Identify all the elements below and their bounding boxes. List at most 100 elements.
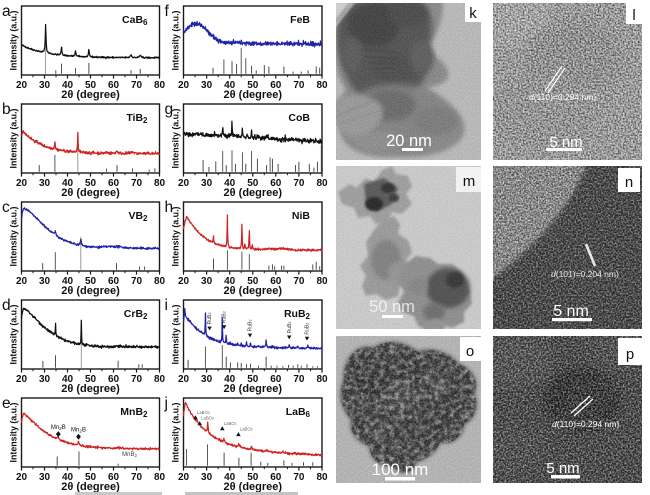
svg-text:d(110)=0.294 nm): d(110)=0.294 nm) [552, 419, 619, 429]
svg-text:MnB2: MnB2 [122, 452, 137, 458]
svg-text:2θ (degree): 2θ (degree) [61, 481, 120, 493]
svg-text:h: h [165, 199, 174, 216]
svg-text:50: 50 [85, 472, 97, 483]
svg-text:60: 60 [270, 374, 282, 385]
svg-text:LaBO3: LaBO3 [201, 416, 214, 421]
svg-text:f: f [165, 3, 170, 20]
svg-text:70: 70 [293, 472, 305, 483]
svg-text:80: 80 [316, 374, 328, 385]
svg-text:50: 50 [85, 374, 97, 385]
svg-text:60: 60 [108, 80, 120, 91]
svg-text:50: 50 [85, 80, 97, 91]
svg-text:Intensity (a.u.): Intensity (a.u.) [8, 11, 18, 71]
svg-text:Intensity (a.u.): Intensity (a.u.) [170, 207, 180, 267]
svg-text:2θ (degree): 2θ (degree) [224, 187, 283, 199]
svg-text:80: 80 [154, 276, 166, 287]
svg-text:20: 20 [178, 80, 190, 91]
svg-text:c: c [2, 199, 10, 216]
svg-text:i: i [165, 297, 168, 314]
svg-text:g: g [165, 101, 174, 118]
svg-text:30: 30 [39, 276, 51, 287]
svg-text:60: 60 [270, 276, 282, 287]
svg-text:RuB2: RuB2 [248, 319, 254, 332]
svg-text:RuB2: RuB2 [222, 310, 228, 323]
svg-text:5 nm: 5 nm [549, 134, 582, 151]
svg-text:20: 20 [16, 178, 28, 189]
svg-text:5 nm: 5 nm [553, 303, 589, 320]
svg-text:30: 30 [201, 178, 213, 189]
svg-text:CoB: CoB [288, 112, 310, 124]
svg-text:70: 70 [293, 178, 305, 189]
svg-text:d(101)=0.204 nm): d(101)=0.204 nm) [551, 269, 619, 279]
svg-text:20: 20 [16, 80, 28, 91]
svg-text:Intensity (a.u.): Intensity (a.u.) [8, 403, 18, 463]
svg-text:30: 30 [201, 374, 213, 385]
svg-text:60: 60 [270, 178, 282, 189]
svg-text:p: p [626, 346, 634, 363]
svg-text:60: 60 [108, 276, 120, 287]
svg-text:TiB2: TiB2 [126, 112, 148, 125]
svg-text:80: 80 [316, 178, 328, 189]
svg-text:50: 50 [247, 178, 259, 189]
svg-text:80: 80 [316, 276, 328, 287]
svg-text:70: 70 [293, 374, 305, 385]
svg-text:40: 40 [224, 472, 236, 483]
svg-text:2θ (degree): 2θ (degree) [224, 285, 283, 297]
svg-text:30: 30 [39, 178, 51, 189]
svg-text:50: 50 [247, 472, 259, 483]
svg-text:LaBO3: LaBO3 [224, 421, 237, 426]
svg-text:60: 60 [108, 374, 120, 385]
svg-text:Intensity (a.u.): Intensity (a.u.) [8, 207, 18, 267]
svg-text:Intensity (a.u.): Intensity (a.u.) [170, 109, 180, 169]
svg-text:50: 50 [247, 374, 259, 385]
svg-text:30: 30 [201, 276, 213, 287]
svg-text:Intensity (a.u.): Intensity (a.u.) [170, 305, 180, 365]
svg-text:d(110)=0.294 nm): d(110)=0.294 nm) [529, 92, 596, 102]
svg-text:2θ (degree): 2θ (degree) [224, 383, 283, 395]
svg-text:20: 20 [16, 276, 28, 287]
svg-text:30: 30 [201, 472, 213, 483]
svg-text:50: 50 [85, 276, 97, 287]
svg-text:2θ (degree): 2θ (degree) [224, 481, 283, 493]
svg-text:j: j [164, 395, 168, 412]
svg-text:2θ (degree): 2θ (degree) [224, 89, 283, 101]
svg-text:40: 40 [62, 178, 74, 189]
svg-text:30: 30 [201, 80, 213, 91]
svg-text:FeB: FeB [290, 14, 310, 26]
svg-text:70: 70 [131, 276, 143, 287]
svg-text:20: 20 [16, 374, 28, 385]
svg-text:40: 40 [62, 80, 74, 91]
svg-text:50 nm: 50 nm [369, 298, 415, 316]
svg-text:60: 60 [108, 178, 120, 189]
svg-text:60: 60 [270, 80, 282, 91]
svg-text:e: e [2, 395, 11, 412]
svg-text:20 nm: 20 nm [386, 132, 432, 150]
svg-text:60: 60 [270, 472, 282, 483]
svg-text:50: 50 [247, 80, 259, 91]
svg-text:2θ (degree): 2θ (degree) [61, 383, 120, 395]
svg-text:MnB2: MnB2 [120, 406, 148, 419]
svg-text:o: o [466, 343, 474, 360]
svg-text:80: 80 [154, 80, 166, 91]
svg-text:Intensity (a.u.): Intensity (a.u.) [8, 109, 18, 169]
svg-text:40: 40 [224, 178, 236, 189]
svg-text:CaB6: CaB6 [122, 14, 148, 27]
svg-text:80: 80 [316, 80, 328, 91]
svg-text:2θ (degree): 2θ (degree) [61, 285, 120, 297]
svg-text:40: 40 [224, 374, 236, 385]
svg-text:RuB2: RuB2 [287, 321, 293, 334]
svg-text:Intensity (a.u.): Intensity (a.u.) [170, 11, 180, 71]
svg-text:80: 80 [154, 374, 166, 385]
svg-text:80: 80 [154, 472, 166, 483]
svg-text:RuB2: RuB2 [284, 308, 311, 321]
svg-text:l: l [632, 7, 635, 24]
svg-text:70: 70 [131, 374, 143, 385]
svg-text:RuB2: RuB2 [207, 312, 213, 325]
svg-text:70: 70 [131, 80, 143, 91]
svg-text:2θ (degree): 2θ (degree) [61, 89, 120, 101]
svg-text:Intensity (a.u.): Intensity (a.u.) [170, 403, 180, 463]
svg-text:d: d [2, 297, 11, 314]
svg-text:b: b [2, 101, 11, 118]
svg-text:m: m [463, 173, 476, 190]
svg-text:NiB: NiB [292, 210, 311, 222]
